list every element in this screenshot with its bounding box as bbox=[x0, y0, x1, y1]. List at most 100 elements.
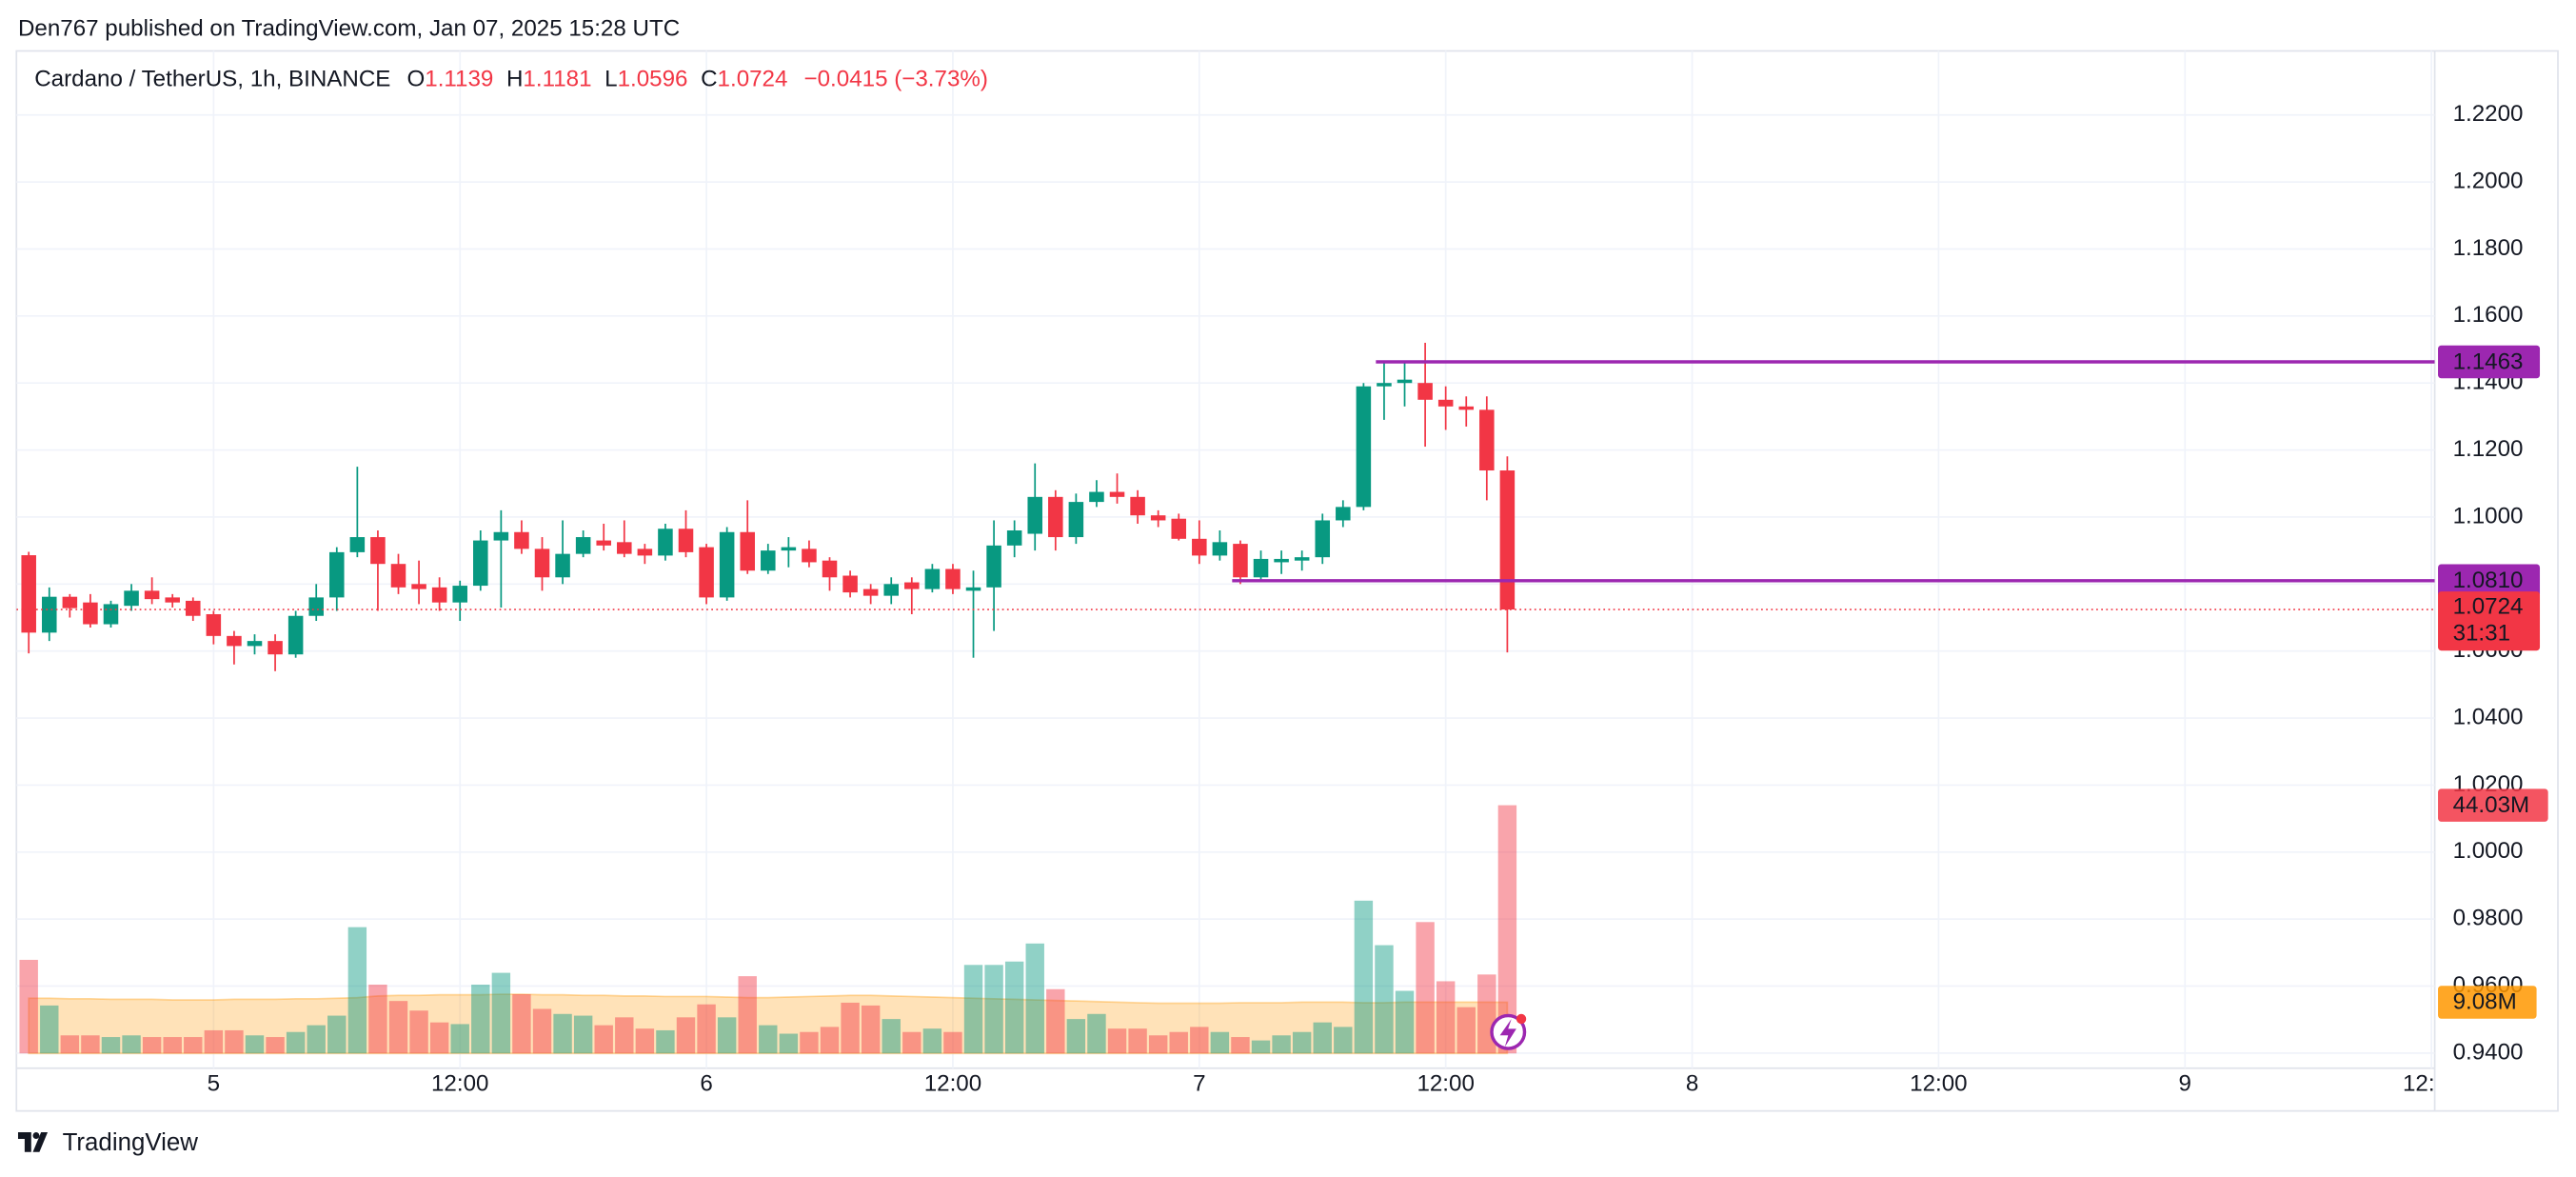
volume-bar bbox=[1128, 1028, 1147, 1054]
logo-mark[interactable] bbox=[17, 1132, 49, 1152]
volume-bar bbox=[19, 959, 38, 1054]
x-tick-label: 12:00 bbox=[924, 1070, 981, 1096]
volume-bar bbox=[594, 1025, 613, 1054]
volume-bar bbox=[1251, 1040, 1271, 1054]
volume-bar bbox=[429, 1022, 449, 1054]
candle-body bbox=[1315, 520, 1331, 558]
volume-bar bbox=[738, 976, 757, 1054]
volume-ma-label-bg bbox=[2438, 986, 2537, 1019]
volume-bar bbox=[266, 1037, 285, 1054]
y-tick-label: 1.1600 bbox=[2453, 302, 2524, 328]
x-tick-label: 12:00 bbox=[1910, 1070, 1967, 1096]
volume-bar bbox=[491, 972, 511, 1054]
volume-bar bbox=[388, 1001, 408, 1054]
volume-bar bbox=[1169, 1031, 1188, 1054]
chart-frame bbox=[15, 50, 2559, 1112]
candle-body bbox=[144, 590, 160, 600]
candle-body bbox=[965, 587, 981, 591]
candle-body bbox=[1397, 379, 1413, 384]
volume-bar bbox=[245, 1035, 265, 1054]
candle-body bbox=[1336, 507, 1351, 521]
line-layer bbox=[16, 360, 2435, 610]
ohlc-value: 1.1181 bbox=[523, 67, 591, 92]
volume-bar bbox=[532, 1008, 552, 1054]
candle-body bbox=[1458, 406, 1475, 410]
candle-body bbox=[1212, 542, 1228, 556]
logo-dot[interactable] bbox=[32, 1132, 40, 1139]
candle-body bbox=[781, 547, 797, 551]
y-tick-label: 1.1800 bbox=[2453, 235, 2524, 261]
level-label-bg bbox=[2438, 564, 2541, 598]
y-tick-label: 1.1000 bbox=[2453, 503, 2524, 529]
axis-layer: 1.22001.20001.18001.16001.14001.12001.10… bbox=[208, 101, 2548, 1096]
candle-body bbox=[555, 553, 570, 578]
volume-bar bbox=[779, 1033, 799, 1054]
candle-body bbox=[1089, 491, 1104, 503]
candle-body bbox=[1130, 496, 1145, 516]
volume-bar bbox=[635, 1028, 655, 1054]
candle-body bbox=[268, 641, 283, 655]
volume-bar bbox=[1436, 981, 1456, 1054]
candle-body bbox=[370, 537, 386, 565]
volume-bar bbox=[1210, 1031, 1230, 1054]
volume-bar bbox=[1046, 988, 1065, 1054]
candle-body bbox=[390, 564, 406, 588]
candle-body bbox=[761, 550, 776, 571]
symbol-title: Cardano / TetherUS, 1h, BINANCE bbox=[34, 67, 390, 92]
candle-body bbox=[1479, 409, 1495, 471]
volume-bar bbox=[1107, 1028, 1127, 1054]
candle-body bbox=[411, 584, 426, 589]
volume-ma-area bbox=[28, 993, 1509, 1055]
candle-body bbox=[658, 529, 673, 556]
y-tick-label: 1.2200 bbox=[2453, 101, 2524, 127]
candle-body bbox=[186, 600, 201, 616]
volume-label: 44.03M bbox=[2453, 792, 2530, 818]
x-tick-label: 5 bbox=[208, 1070, 220, 1096]
event-icon-dot[interactable] bbox=[1516, 1013, 1527, 1025]
candle-body bbox=[904, 582, 920, 589]
volume-bar bbox=[984, 965, 1003, 1054]
volume-bar bbox=[327, 1015, 347, 1054]
candle-body bbox=[431, 587, 447, 603]
x-tick-label: 12:00 bbox=[431, 1070, 488, 1096]
ohlc-value: 1.0724 bbox=[718, 67, 788, 92]
volume-bar bbox=[142, 1037, 162, 1054]
level-label: 1.1463 bbox=[2453, 349, 2524, 374]
volume-bar bbox=[922, 1028, 942, 1054]
event-icon[interactable] bbox=[1490, 1013, 1527, 1050]
candle-body bbox=[1048, 496, 1063, 538]
volume-bar bbox=[286, 1031, 306, 1054]
x-tick-label: 12: bbox=[2403, 1070, 2435, 1096]
candle-body bbox=[452, 586, 467, 603]
volume-bar bbox=[1292, 1031, 1312, 1054]
last-price-label: 1.0724 bbox=[2453, 594, 2524, 620]
volume-bar bbox=[512, 994, 531, 1054]
footer-logo[interactable]: TradingView bbox=[17, 1129, 199, 1156]
candle-body bbox=[1253, 558, 1269, 578]
ohlc-value: 1.0596 bbox=[618, 67, 688, 92]
candle-body bbox=[42, 596, 57, 633]
volume-bar bbox=[307, 1025, 326, 1054]
volume-bar bbox=[1025, 943, 1044, 1054]
event-icon-bolt[interactable] bbox=[1499, 1018, 1516, 1047]
candle-body bbox=[678, 529, 694, 552]
candle-body bbox=[1499, 470, 1516, 610]
candle-body bbox=[596, 540, 611, 546]
symbol-legend: Cardano / TetherUS, 1h, BINANCE O1.1139 … bbox=[34, 67, 988, 92]
candle-body bbox=[534, 549, 550, 578]
x-tick-label: 8 bbox=[1686, 1070, 1698, 1096]
candle-body bbox=[575, 537, 591, 554]
volume-bar bbox=[1087, 1013, 1106, 1054]
candle-body bbox=[822, 560, 838, 578]
candle-body bbox=[617, 542, 632, 554]
candle-body bbox=[329, 551, 345, 598]
candle-body bbox=[862, 588, 879, 596]
candle-body bbox=[842, 575, 858, 593]
y-tick-label: 1.2000 bbox=[2453, 168, 2524, 193]
footer-brand[interactable]: TradingView bbox=[63, 1129, 199, 1156]
candle-body bbox=[699, 547, 714, 598]
volume-bar bbox=[409, 1010, 428, 1054]
candle-layer bbox=[21, 342, 1516, 671]
publish-header: Den767 published on TradingView.com, Jan… bbox=[18, 15, 680, 41]
